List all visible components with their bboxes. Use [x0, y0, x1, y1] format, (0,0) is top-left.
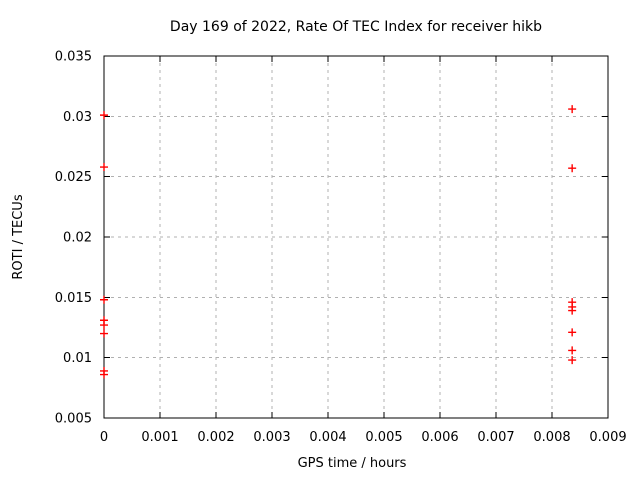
- x-tick-label: 0.004: [309, 430, 346, 445]
- y-tick-label: 0.005: [55, 412, 92, 427]
- data-point-marker: [100, 329, 108, 338]
- data-point-marker: [100, 295, 108, 304]
- x-tick-label: 0: [100, 430, 108, 445]
- x-tick-label: 0.006: [421, 430, 458, 445]
- data-point-marker: [568, 306, 577, 315]
- axes: [103, 55, 609, 419]
- data-point-marker: [568, 105, 577, 114]
- data-point-marker: [568, 328, 577, 337]
- x-axis-label: GPS time / hours: [298, 456, 407, 471]
- data-point-marker: [568, 164, 577, 173]
- tick-labels: 0 0.001 0.002 0.003 0.004 0.005 0.006 0.007 0.00…: [55, 50, 627, 446]
- x-tick-label: 0.009: [589, 430, 626, 445]
- data-point-marker: [100, 370, 108, 379]
- y-tick-label: 0.015: [55, 291, 92, 306]
- data-point-marker: [568, 346, 577, 355]
- chart-title: Day 169 of 2022, Rate Of TEC Index for r…: [170, 19, 542, 35]
- x-tick-label: 0.005: [365, 430, 402, 445]
- data-point-marker: [100, 163, 108, 172]
- y-axis-label: ROTI / TECUs: [11, 194, 26, 279]
- data-point-marker: [568, 356, 577, 365]
- data-point-marker: [100, 321, 108, 330]
- x-tick-label: 0.001: [141, 430, 178, 445]
- data-point-marker: [100, 111, 108, 120]
- y-tick-label: 0.03: [63, 110, 92, 125]
- y-tick-label: 0.035: [55, 50, 92, 65]
- data-points: [100, 105, 577, 379]
- y-tick-label: 0.02: [63, 231, 92, 246]
- x-tick-label: 0.003: [253, 430, 290, 445]
- x-tick-label: 0.008: [533, 430, 570, 445]
- y-tick-label: 0.025: [55, 170, 92, 185]
- gridlines: [104, 56, 608, 418]
- x-tick-label: 0.002: [197, 430, 234, 445]
- y-tick-label: 0.01: [63, 351, 92, 366]
- x-tick-label: 0.007: [477, 430, 514, 445]
